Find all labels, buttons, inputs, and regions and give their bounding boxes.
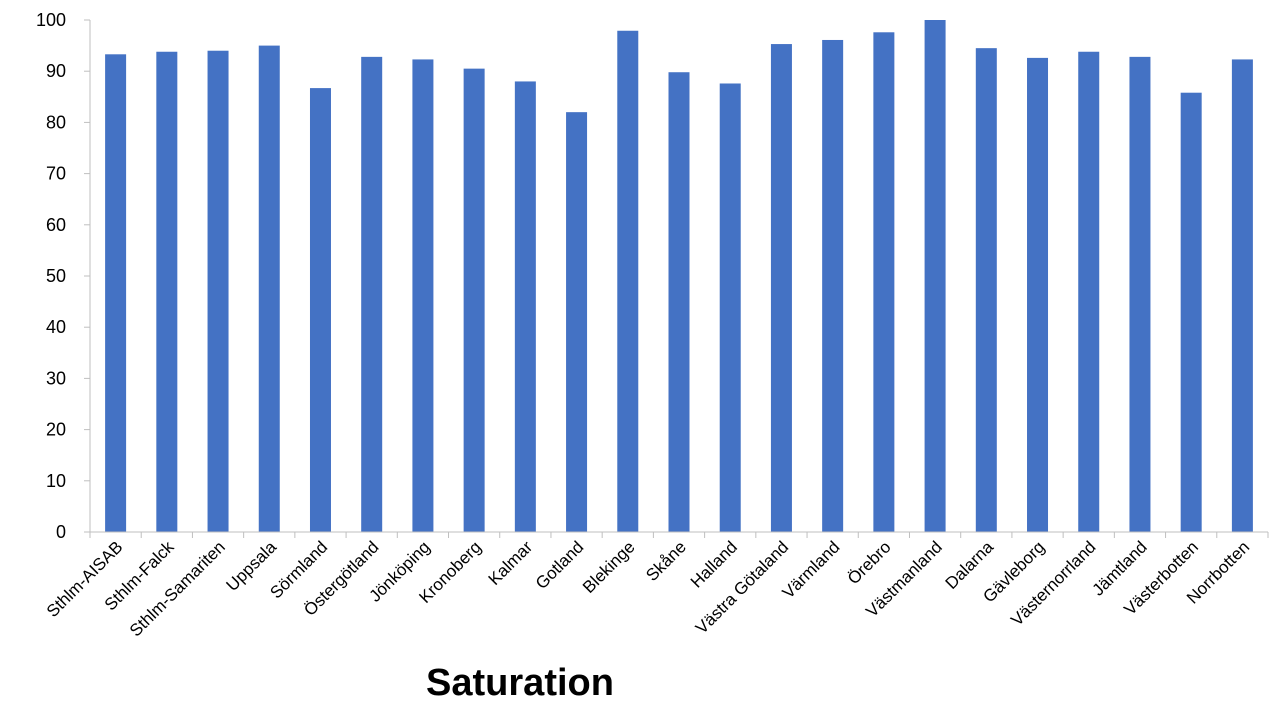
y-tick-label: 10 [46, 471, 66, 491]
x-tick-label: Blekinge [579, 537, 639, 597]
bar [156, 51, 178, 533]
bar [105, 54, 127, 532]
bar [309, 88, 331, 532]
bar [617, 30, 639, 532]
bar [873, 32, 895, 533]
bar [1129, 56, 1151, 532]
x-axis-label: Saturation [426, 662, 614, 704]
bar [975, 48, 997, 532]
bar [1231, 59, 1253, 532]
y-tick-label: 100 [36, 10, 66, 30]
y-tick-label: 50 [46, 266, 66, 286]
x-tick-label: Skåne [642, 537, 690, 585]
y-tick-label: 20 [46, 420, 66, 440]
y-tick-label: 0 [56, 522, 66, 542]
bar [1180, 92, 1202, 532]
bar [1078, 51, 1100, 533]
y-tick-label: 60 [46, 215, 66, 235]
y-tick-label: 70 [46, 164, 66, 184]
x-tick-label: Örebro [844, 537, 895, 588]
x-tick-label: Västra Götaland [692, 537, 792, 637]
y-tick-label: 80 [46, 112, 66, 132]
bar [207, 50, 229, 532]
bar [668, 72, 690, 532]
bar [770, 44, 792, 533]
y-tick-label: 30 [46, 368, 66, 388]
x-tick-label: Sthlm-Samariten [126, 537, 229, 640]
bar [566, 112, 588, 532]
bar [463, 68, 485, 532]
y-axis: 0 10 20 30 40 50 60 70 80 90 100 [36, 10, 91, 542]
bar [719, 83, 741, 532]
bar [924, 20, 946, 532]
y-tick-label: 90 [46, 61, 66, 81]
bar [1027, 57, 1049, 532]
bar [822, 39, 844, 533]
bar [514, 81, 536, 532]
bars [105, 20, 1253, 533]
x-axis: Sthlm-AISABSthlm-FalckSthlm-SamaritenUpp… [43, 531, 1269, 640]
y-tick-label: 40 [46, 317, 66, 337]
bar [412, 59, 434, 532]
bar [361, 56, 383, 532]
x-tick-label: Kalmar [485, 537, 537, 589]
bar [258, 45, 280, 532]
